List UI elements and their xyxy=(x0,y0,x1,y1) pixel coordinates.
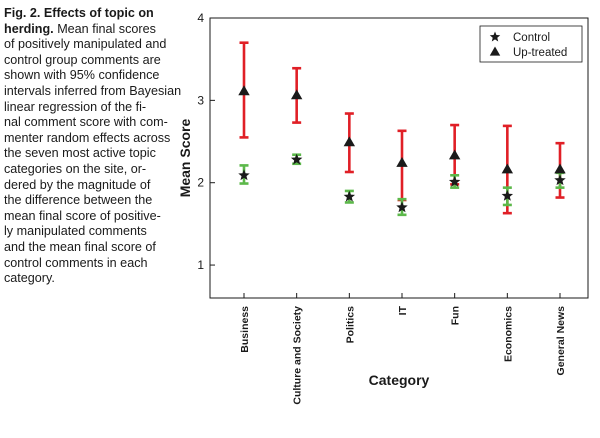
caption-line: control group comments are xyxy=(4,52,161,67)
control-point xyxy=(396,201,408,213)
up-treated-point xyxy=(396,156,408,167)
legend-label: Control xyxy=(513,32,550,44)
y-axis-label: Mean Score xyxy=(177,118,193,197)
caption-line: the difference between the xyxy=(4,193,153,208)
x-tick-label: Politics xyxy=(344,306,356,344)
x-tick-label: Culture and Society xyxy=(292,306,304,405)
error-bars xyxy=(239,41,565,217)
caption-line: and the mean final score of xyxy=(4,239,156,254)
control-point xyxy=(238,169,250,181)
legend-box xyxy=(479,25,583,63)
caption-line: intervals inferred from Bayesian xyxy=(4,83,182,98)
caption-line: mean final score of positive- xyxy=(4,208,161,223)
caption-title-line-1: Fig. 2. Effects of topic on xyxy=(4,6,154,20)
control-point xyxy=(343,190,356,202)
up-treated-point xyxy=(554,163,566,174)
x-axis: Business Culture and Society Politics IT Fun… xyxy=(239,293,567,405)
control-point xyxy=(501,189,514,201)
caption-line: menter random effects across xyxy=(4,130,171,145)
caption-line: ly manipulated comments xyxy=(4,224,147,239)
x-tick-label: Economics xyxy=(502,306,514,362)
up-treated-point xyxy=(290,89,303,100)
control-point xyxy=(448,175,461,187)
x-tick-label: IT xyxy=(397,305,409,315)
caption-body-first: Mean final scores xyxy=(57,21,156,36)
caption-line: control comments in each xyxy=(4,255,148,270)
data-markers xyxy=(238,85,566,213)
caption-line: nal comment score with com- xyxy=(4,115,168,130)
figure-caption: Fig. 2. Effects of topic on herding. Mea… xyxy=(4,6,182,287)
caption-line: of positively manipulated and xyxy=(4,37,167,52)
x-tick-label: Fun xyxy=(450,306,462,325)
up-treated-point xyxy=(501,163,514,174)
x-axis-label: Category xyxy=(369,372,430,388)
y-axis: 1 2 3 4 xyxy=(197,11,215,272)
y-tick-label: 1 xyxy=(197,258,204,272)
plot-frame xyxy=(209,17,589,299)
legend: Control Up-treated xyxy=(479,25,583,63)
caption-line: shown with 95% confidence xyxy=(4,68,160,83)
up-treated-point xyxy=(238,85,250,96)
caption-title-line-2: herding. xyxy=(4,21,54,36)
caption-line: the seven most active topic xyxy=(4,146,156,161)
y-tick-label: 2 xyxy=(197,176,204,190)
caption-line: dered by the magnitude of xyxy=(4,177,151,192)
caption-line: categories on the site, or- xyxy=(4,161,147,176)
x-tick-label: General News xyxy=(555,306,567,376)
caption-line: linear regression of the fi- xyxy=(4,99,147,114)
legend-triangle-icon xyxy=(489,46,501,56)
y-tick-label: 4 xyxy=(197,11,204,25)
up-treated-point xyxy=(448,149,461,160)
y-tick-label: 3 xyxy=(197,93,204,107)
legend-star-icon xyxy=(489,31,501,42)
up-treated-point xyxy=(343,136,356,147)
control-point xyxy=(290,153,303,165)
caption-line: category. xyxy=(4,271,55,286)
legend-label: Up-treated xyxy=(513,47,567,59)
x-tick-label: Business xyxy=(239,306,251,353)
control-point xyxy=(554,174,566,186)
